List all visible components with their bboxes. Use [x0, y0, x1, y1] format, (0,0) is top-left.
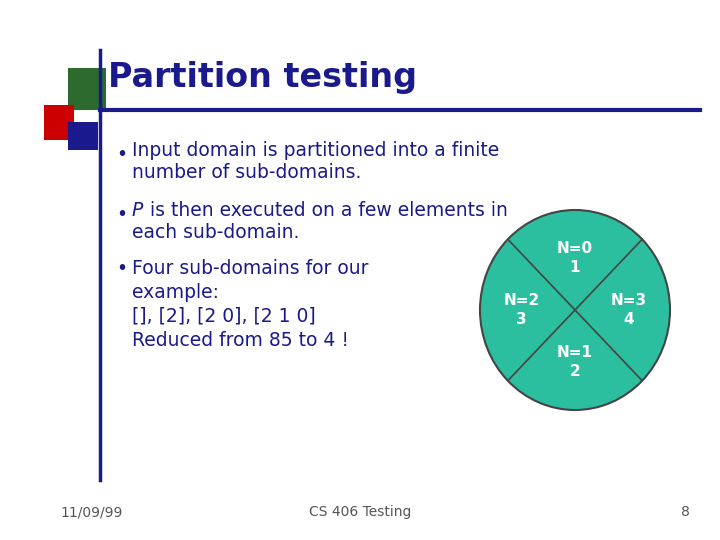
Ellipse shape	[480, 210, 670, 410]
Text: CS 406 Testing: CS 406 Testing	[309, 505, 411, 519]
Text: example:: example:	[132, 282, 219, 301]
Bar	[44, 105, 74, 140]
Text: N=1
2: N=1 2	[557, 345, 593, 379]
Text: N=3
4: N=3 4	[611, 293, 647, 327]
Text: •: •	[116, 259, 127, 278]
Text: N=2
3: N=2 3	[503, 293, 539, 327]
Text: is then executed on a few elements in: is then executed on a few elements in	[144, 200, 508, 219]
Bar	[68, 68, 106, 110]
Text: Four sub-domains for our: Four sub-domains for our	[132, 259, 369, 278]
Text: number of sub-domains.: number of sub-domains.	[132, 163, 361, 181]
Text: Partition testing: Partition testing	[108, 62, 417, 94]
Text: 8: 8	[681, 505, 690, 519]
Text: N=0
1: N=0 1	[557, 241, 593, 275]
Text: •: •	[116, 206, 127, 225]
Text: 11/09/99: 11/09/99	[60, 505, 122, 519]
Text: Reduced from 85 to 4 !: Reduced from 85 to 4 !	[132, 330, 349, 349]
Text: •: •	[116, 145, 127, 165]
Text: P: P	[132, 200, 143, 219]
Bar	[68, 122, 98, 150]
Text: Input domain is partitioned into a finite: Input domain is partitioned into a finit…	[132, 140, 499, 159]
Text: each sub-domain.: each sub-domain.	[132, 222, 300, 241]
Text: [], [2], [2 0], [2 1 0]: [], [2], [2 0], [2 1 0]	[132, 307, 316, 326]
